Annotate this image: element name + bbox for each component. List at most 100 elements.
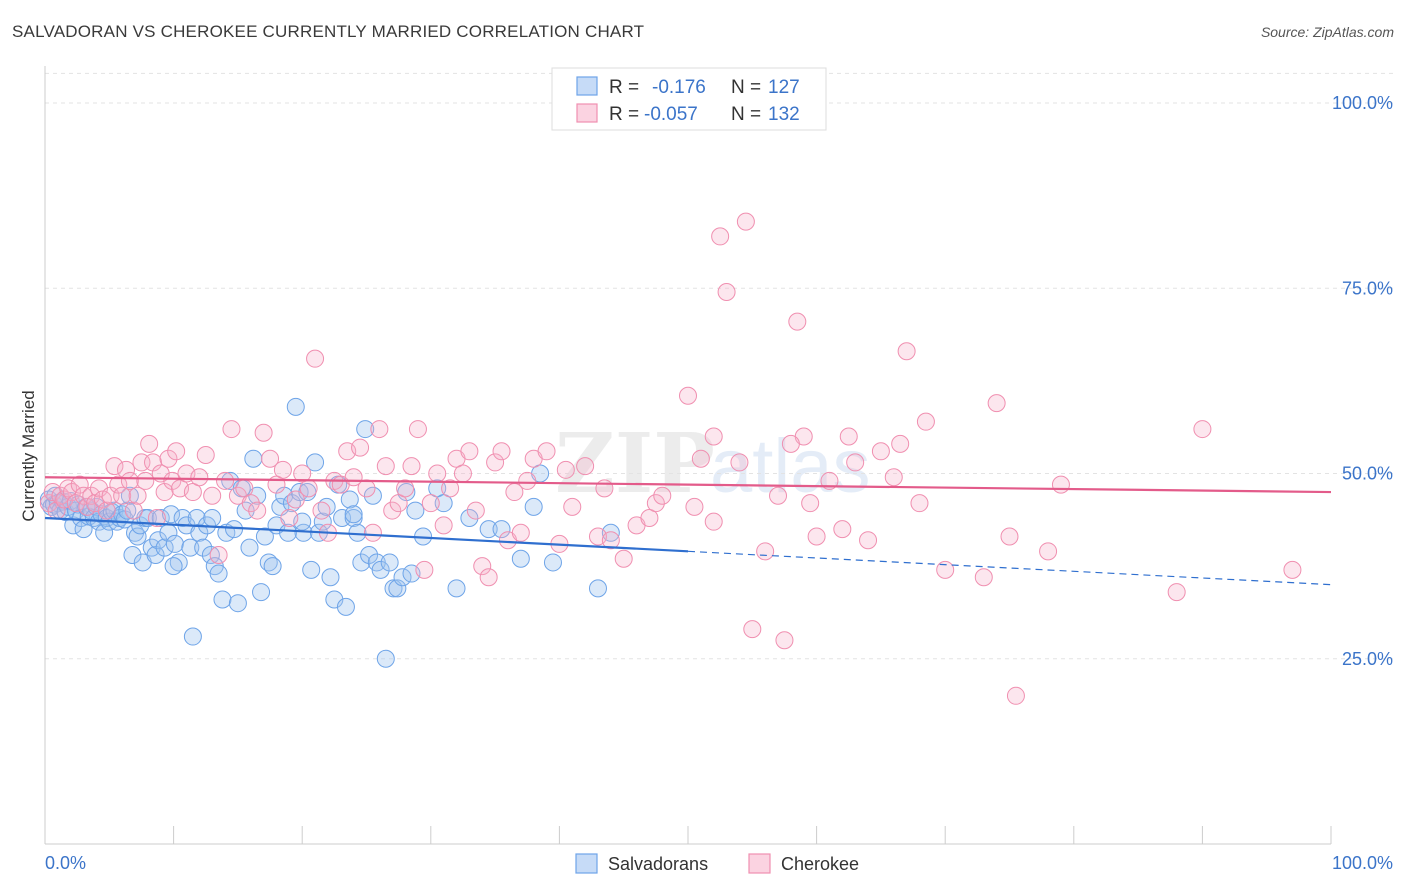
salvadorans-point (221, 471, 240, 490)
salvadorans-point (209, 564, 228, 583)
cherokee-point (222, 420, 241, 439)
trend-lines (44, 476, 1332, 586)
cherokee-point (537, 442, 556, 461)
cherokee-point (363, 523, 382, 542)
bottom-legend-swatch-cherokee (748, 853, 771, 874)
salvadorans-point (492, 520, 511, 539)
x-tick-label-max: 100.0% (1332, 853, 1393, 873)
salvadorans-point (406, 501, 425, 520)
legend-swatch-cherokee (576, 103, 598, 123)
salvadorans-point (286, 397, 305, 416)
legend-swatch-salvadorans (576, 76, 598, 96)
y-tick-label: 100.0% (1332, 93, 1393, 113)
cherokee-point (163, 471, 182, 490)
cherokee-point (486, 453, 505, 472)
y-axis-label: Currently Married (19, 390, 38, 521)
cherokee-point (124, 501, 143, 520)
y-tick-label: 50.0% (1342, 464, 1393, 484)
salvadorans-point (228, 594, 247, 613)
salvadorans-point (360, 546, 379, 565)
salvadorans-point (340, 490, 359, 509)
salvadorans-point (164, 557, 183, 576)
cherokee-point (595, 479, 614, 498)
salvadorans-point (479, 520, 498, 539)
cherokee-point (839, 427, 858, 446)
cherokee-point (70, 475, 89, 494)
source-label: Source: ZipAtlas.com (1260, 24, 1394, 40)
cherokee-point (859, 531, 878, 550)
salvadorans-point (447, 579, 466, 598)
cherokee-point (196, 446, 215, 464)
series-legend: Salvadorans Cherokee (575, 853, 859, 874)
cherokee-point (685, 497, 704, 516)
cherokee-point (39, 494, 58, 513)
salvadorans-point (352, 553, 371, 572)
salvadorans-point (336, 597, 355, 616)
cherokee-point (113, 486, 132, 505)
salvadorans-point (263, 557, 282, 576)
salvadorans-point (393, 568, 412, 587)
cherokee-point (120, 471, 139, 490)
cherokee-point (833, 520, 852, 539)
salvadorans-point (428, 479, 447, 498)
gridlines (45, 72, 1393, 660)
salvadorans-point (325, 590, 344, 609)
cherokee-point (974, 568, 993, 587)
stats-legend-box (551, 67, 827, 131)
cherokee-point (614, 549, 633, 568)
cherokee-point (884, 468, 903, 487)
cherokee-point (556, 460, 575, 479)
salvadorans-point (588, 579, 607, 598)
cherokee-point (916, 412, 935, 431)
cherokee-point (518, 471, 537, 490)
cherokee-point (370, 420, 389, 439)
legend-n-label-1: N = (731, 77, 761, 98)
cherokee-point (801, 494, 820, 513)
cherokee-point (492, 442, 511, 461)
cherokee-point (128, 486, 147, 505)
salvadorans-point (524, 497, 543, 516)
cherokee-point (466, 501, 485, 520)
legend-n-label-2: N = (731, 104, 761, 125)
cherokee-point (389, 494, 408, 513)
cherokee-point (306, 349, 325, 368)
legend-n-value-2: 132 (768, 104, 800, 125)
cherokee-point (679, 386, 697, 405)
cherokee-point (781, 434, 800, 453)
cherokee-point (167, 442, 186, 461)
cherokee-point (293, 464, 312, 483)
cherokee-point (434, 516, 453, 535)
cherokee-point (261, 449, 280, 468)
cherokee-point (736, 212, 755, 231)
salvadorans-trend-extension (687, 550, 1332, 586)
legend-r-value-2: -0.057 (644, 104, 698, 125)
cherokee-point (473, 557, 492, 576)
cherokee-trend-line (44, 476, 1332, 494)
cherokee-point (241, 494, 260, 513)
cherokee-point (415, 560, 434, 579)
salvadorans-point (460, 508, 479, 527)
y-tick-labels: 25.0% 50.0% 75.0% 100.0% (1332, 93, 1393, 669)
cherokee-point (286, 490, 305, 509)
cherokee-point (775, 631, 794, 650)
cherokee-point (936, 560, 955, 579)
bottom-legend-swatch-salvadorans (575, 853, 598, 874)
bottom-legend-label-salvadorans: Salvadorans (608, 854, 708, 874)
cherokee-point (1283, 560, 1302, 579)
cherokee-point (216, 471, 235, 490)
salvadorans-point (169, 553, 188, 572)
cherokee-point (66, 494, 85, 513)
salvadorans-point (363, 486, 382, 505)
cherokee-point (396, 479, 415, 498)
cherokee-point (428, 464, 447, 483)
cherokee-point (105, 457, 124, 476)
cherokee-point (299, 479, 318, 498)
salvadorans-point (165, 534, 184, 553)
salvadorans-point (149, 531, 168, 550)
salvadorans-point (344, 505, 363, 524)
cherokee-point (273, 460, 292, 479)
salvadorans-point (244, 449, 263, 468)
salvadorans-point (146, 546, 165, 565)
cherokee-point (511, 523, 530, 542)
cherokee-point (1000, 527, 1019, 546)
